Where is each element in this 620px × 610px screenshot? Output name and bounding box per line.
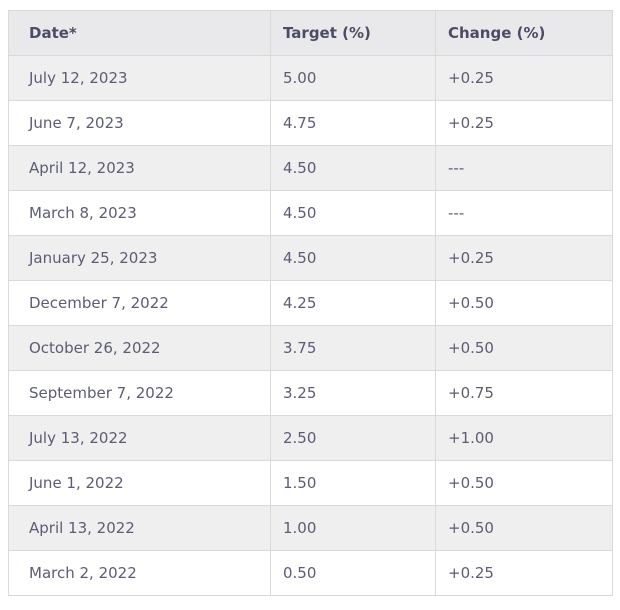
change-cell: +0.25	[435, 100, 613, 146]
change-cell: +0.25	[435, 235, 613, 281]
target-cell: 4.75	[270, 100, 436, 146]
table-row: April 12, 2023 4.50 ---	[8, 145, 613, 191]
table-row: March 2, 2022 0.50 +0.25	[8, 550, 613, 596]
date-cell: January 25, 2023	[8, 235, 271, 281]
table-row: July 12, 2023 5.00 +0.25	[8, 55, 613, 101]
target-cell: 2.50	[270, 415, 436, 461]
date-cell: April 13, 2022	[8, 505, 271, 551]
table-row: September 7, 2022 3.25 +0.75	[8, 370, 613, 416]
table-row: July 13, 2022 2.50 +1.00	[8, 415, 613, 461]
date-cell: September 7, 2022	[8, 370, 271, 416]
table-row: April 13, 2022 1.00 +0.50	[8, 505, 613, 551]
date-cell: June 7, 2023	[8, 100, 271, 146]
change-cell: ---	[435, 190, 613, 236]
column-header-target: Target (%)	[270, 10, 436, 56]
change-cell: +0.25	[435, 55, 613, 101]
column-header-date: Date*	[8, 10, 271, 56]
change-cell: ---	[435, 145, 613, 191]
target-cell: 1.50	[270, 460, 436, 506]
table-row: March 8, 2023 4.50 ---	[8, 190, 613, 236]
table-row: June 1, 2022 1.50 +0.50	[8, 460, 613, 506]
target-cell: 3.75	[270, 325, 436, 371]
column-header-change: Change (%)	[435, 10, 613, 56]
target-cell: 5.00	[270, 55, 436, 101]
target-cell: 4.50	[270, 190, 436, 236]
change-cell: +0.50	[435, 505, 613, 551]
change-cell: +0.50	[435, 325, 613, 371]
target-cell: 0.50	[270, 550, 436, 596]
change-cell: +1.00	[435, 415, 613, 461]
table-row: June 7, 2023 4.75 +0.25	[8, 100, 613, 146]
date-cell: July 12, 2023	[8, 55, 271, 101]
date-cell: March 8, 2023	[8, 190, 271, 236]
table-row: October 26, 2022 3.75 +0.50	[8, 325, 613, 371]
table-row: December 7, 2022 4.25 +0.50	[8, 280, 613, 326]
change-cell: +0.50	[435, 280, 613, 326]
date-cell: July 13, 2022	[8, 415, 271, 461]
date-cell: June 1, 2022	[8, 460, 271, 506]
date-cell: April 12, 2023	[8, 145, 271, 191]
target-cell: 4.50	[270, 145, 436, 191]
date-cell: October 26, 2022	[8, 325, 271, 371]
target-cell: 3.25	[270, 370, 436, 416]
target-cell: 4.25	[270, 280, 436, 326]
date-cell: December 7, 2022	[8, 280, 271, 326]
rate-announcement-table: Date* Target (%) Change (%) July 12, 202…	[8, 10, 613, 596]
target-cell: 1.00	[270, 505, 436, 551]
target-cell: 4.50	[270, 235, 436, 281]
date-cell: March 2, 2022	[8, 550, 271, 596]
change-cell: +0.75	[435, 370, 613, 416]
change-cell: +0.25	[435, 550, 613, 596]
table-header-row: Date* Target (%) Change (%)	[8, 10, 613, 56]
change-cell: +0.50	[435, 460, 613, 506]
table-row: January 25, 2023 4.50 +0.25	[8, 235, 613, 281]
